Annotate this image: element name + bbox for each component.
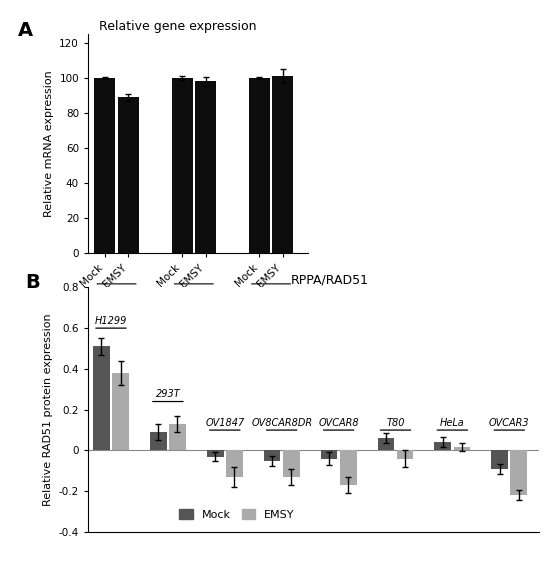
Bar bbox=[340, 451, 356, 485]
Text: BRCA1: BRCA1 bbox=[174, 302, 213, 315]
Bar bbox=[454, 447, 470, 451]
Text: OV8CAR8DR: OV8CAR8DR bbox=[251, 418, 312, 428]
Bar bbox=[94, 78, 116, 253]
Y-axis label: Relative mRNA expression: Relative mRNA expression bbox=[43, 71, 54, 217]
Bar bbox=[491, 451, 508, 469]
Bar bbox=[195, 81, 216, 253]
Bar bbox=[510, 451, 527, 495]
Text: A: A bbox=[18, 21, 32, 40]
Text: OVCAR8: OVCAR8 bbox=[318, 418, 359, 428]
Text: 293T: 293T bbox=[156, 389, 180, 399]
Text: BRCA2: BRCA2 bbox=[251, 302, 291, 315]
Text: RAD51: RAD51 bbox=[97, 302, 136, 315]
Bar bbox=[226, 451, 243, 477]
Bar bbox=[434, 442, 451, 451]
Bar bbox=[207, 451, 224, 456]
Text: Relative gene expression: Relative gene expression bbox=[99, 20, 256, 33]
Bar bbox=[249, 78, 270, 253]
Bar bbox=[169, 424, 186, 451]
Text: RPPA/RAD51: RPPA/RAD51 bbox=[291, 273, 369, 286]
Y-axis label: Relative RAD51 protein expression: Relative RAD51 protein expression bbox=[43, 314, 53, 506]
Bar bbox=[112, 373, 129, 451]
Text: T80: T80 bbox=[386, 418, 405, 428]
Text: OV1847: OV1847 bbox=[205, 418, 244, 428]
Bar bbox=[93, 347, 110, 451]
Bar bbox=[397, 451, 414, 459]
Bar bbox=[118, 97, 139, 253]
Bar bbox=[272, 76, 293, 253]
Bar bbox=[172, 78, 192, 253]
Bar bbox=[377, 438, 394, 451]
Text: HeLa: HeLa bbox=[440, 418, 465, 428]
Bar bbox=[283, 451, 300, 477]
Text: B: B bbox=[25, 273, 40, 292]
Legend: Mock, EMSY: Mock, EMSY bbox=[175, 504, 299, 524]
Bar bbox=[150, 432, 167, 451]
Text: H1299: H1299 bbox=[95, 316, 127, 325]
Text: OVCAR3: OVCAR3 bbox=[489, 418, 530, 428]
Bar bbox=[264, 451, 280, 461]
Bar bbox=[321, 451, 337, 459]
